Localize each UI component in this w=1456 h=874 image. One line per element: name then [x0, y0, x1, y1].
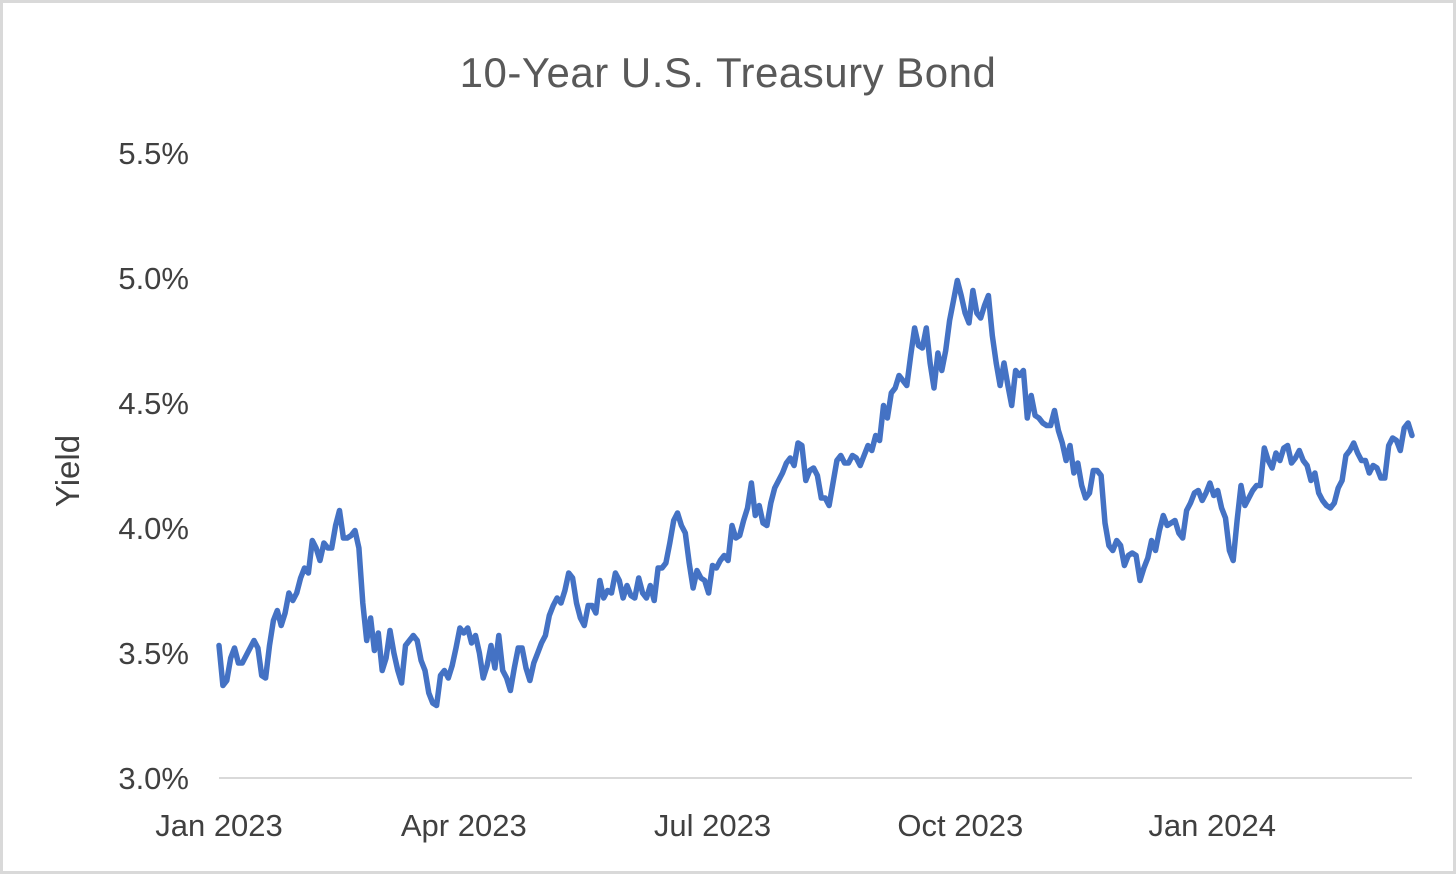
x-tick-label: Jul 2023 [654, 808, 771, 843]
y-tick-label: 3.5% [118, 636, 189, 671]
chart-title: 10-Year U.S. Treasury Bond [460, 49, 997, 96]
x-tick-label: Apr 2023 [401, 808, 527, 843]
y-axis-tick-labels: 3.0% 3.5% 4.0% 4.5% 5.0% 5.5% [118, 136, 189, 796]
y-tick-label: 5.0% [118, 261, 189, 296]
y-tick-label: 5.5% [118, 136, 189, 171]
treasury-yield-chart: 10-Year U.S. Treasury Bond Yield 3.0% 3.5… [49, 49, 1415, 843]
y-axis-title: Yield [49, 435, 86, 507]
y-tick-label: 3.0% [118, 761, 189, 796]
x-tick-label: Oct 2023 [897, 808, 1023, 843]
y-tick-label: 4.0% [118, 511, 189, 546]
y-tick-label: 4.5% [118, 386, 189, 421]
yield-line-series [216, 277, 1415, 709]
x-axis-tick-labels: Jan 2023 Apr 2023 Jul 2023 Oct 2023 Jan 2024 [155, 808, 1276, 843]
x-tick-label: Jan 2024 [1148, 808, 1276, 843]
x-tick-label: Jan 2023 [155, 808, 283, 843]
